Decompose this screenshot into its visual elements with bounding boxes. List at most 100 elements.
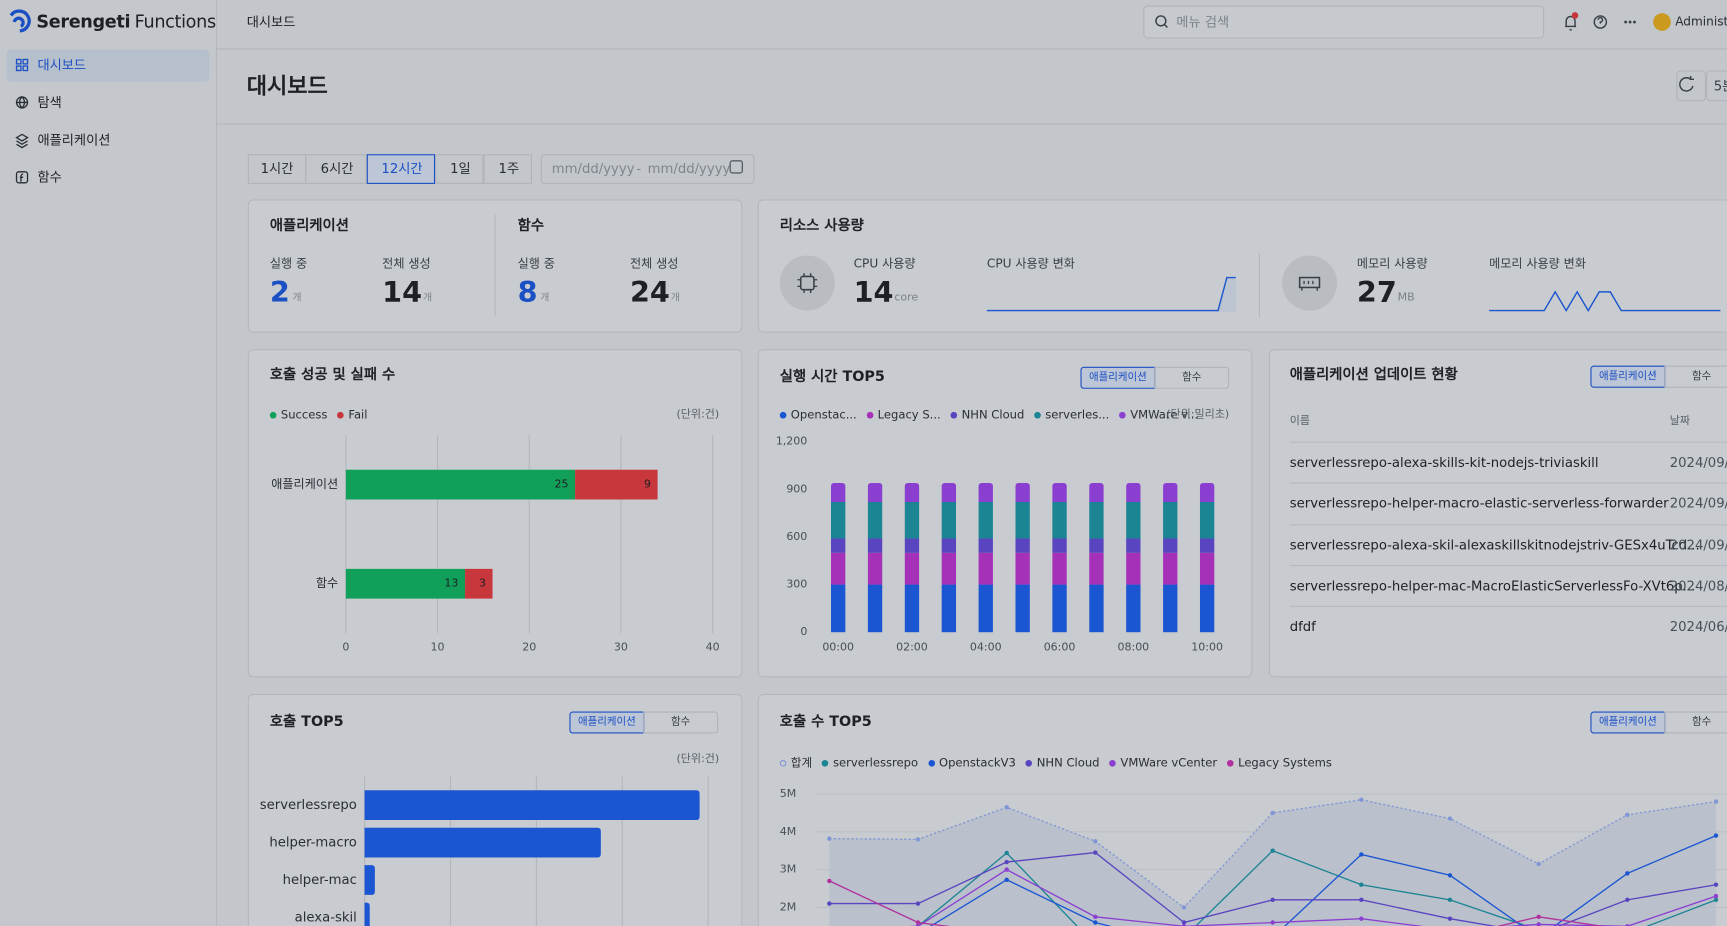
legend-item: Fail xyxy=(337,406,367,424)
tab-button[interactable] xyxy=(1664,365,1727,388)
running-value: 2 xyxy=(269,276,290,310)
summary-title: 함수 xyxy=(517,218,545,235)
legend-swatch xyxy=(1227,759,1234,767)
date-end: mm/dd/yyyy xyxy=(647,160,731,177)
legend-label: VMWare vCenter xyxy=(1120,756,1218,770)
row-divider xyxy=(1289,482,1727,484)
date-range[interactable] xyxy=(540,154,755,184)
updates-title: 애플리케이션 업데이트 현황 xyxy=(1289,366,1458,384)
app-name[interactable]: dfdf xyxy=(1289,619,1316,635)
app-name[interactable]: serverlessrepo-alexa-skil-alexaskillskit… xyxy=(1289,537,1700,553)
refresh-button[interactable] xyxy=(1676,70,1707,102)
updates-card xyxy=(1268,349,1727,678)
app-date: 2024/09/ xyxy=(1669,495,1727,512)
app-name[interactable]: serverlessrepo-helper-mac-MacroElasticSe… xyxy=(1289,578,1696,594)
sidebar-item[interactable]: 애플리케이션 xyxy=(37,132,111,148)
legend-item: OpenstackV3 xyxy=(927,754,1016,772)
tab-button[interactable] xyxy=(1664,711,1727,734)
legend-swatch xyxy=(927,759,935,767)
memory-label: 메모리 사용량 xyxy=(1356,256,1428,271)
legend-swatch xyxy=(269,411,277,419)
range-button[interactable] xyxy=(483,154,532,184)
total-unit: 개 xyxy=(422,292,433,304)
legend-swatch xyxy=(779,411,787,419)
sidebar-item[interactable]: 대시보드 xyxy=(37,57,87,73)
running-label: 실행 중 xyxy=(269,256,308,271)
search-box[interactable] xyxy=(1143,5,1545,39)
sidebar-active xyxy=(6,49,210,82)
legend-item: NHN Cloud xyxy=(1025,754,1100,772)
range-label: 1시간 xyxy=(260,160,294,177)
chart-title: 호출 수 TOP5 xyxy=(779,713,872,731)
topbar xyxy=(216,0,1727,50)
legend-item: 합계 xyxy=(779,754,813,772)
range-button[interactable] xyxy=(305,154,367,184)
cpu-value: 14 xyxy=(853,276,894,310)
user-name: Administra xyxy=(1675,14,1727,29)
row-divider xyxy=(1289,441,1727,443)
legend-item: VMWare v... xyxy=(1119,406,1198,424)
running-unit: 개 xyxy=(540,292,550,304)
cpu-trend-title: CPU 사용량 변화 xyxy=(986,256,1075,271)
legend-label: 합계 xyxy=(790,756,813,770)
page-title: 대시보드 xyxy=(246,72,328,100)
legend-label: VMWare v... xyxy=(1130,408,1199,422)
tab-button[interactable] xyxy=(1154,366,1230,389)
total-value: 14 xyxy=(382,276,423,310)
unit-label: (단위:건) xyxy=(676,408,720,421)
legend-label: Openstac... xyxy=(790,408,857,422)
legend-swatch xyxy=(822,759,829,767)
app-date: 2024/09/ xyxy=(1669,454,1727,471)
column-header: 날짜 xyxy=(1669,415,1690,428)
resource-divider xyxy=(1258,253,1261,318)
interval-label: 5분 xyxy=(1713,78,1727,94)
app-date: 2024/08/ xyxy=(1669,578,1727,594)
row-divider xyxy=(1289,605,1727,608)
avatar-initial: A xyxy=(1657,15,1667,28)
app-name[interactable]: serverlessrepo-helper-macro-elastic-serv… xyxy=(1289,495,1669,512)
range-label: 1일 xyxy=(450,160,471,177)
legend-swatch xyxy=(1025,759,1033,767)
brand: Serengeti Functions xyxy=(36,11,217,32)
summary-title: 애플리케이션 xyxy=(269,218,349,235)
legend-label: serverles... xyxy=(1045,408,1110,422)
legend: 합계 serverlessrepo OpenstackV3 NHN Cloud VMWa… xyxy=(779,754,1332,772)
sidebar-item[interactable]: 탐색 xyxy=(37,94,62,111)
brand-name: Serengeti xyxy=(36,11,131,32)
sidebar-item[interactable]: 함수 xyxy=(37,169,62,186)
legend-label: OpenstackV3 xyxy=(938,756,1016,770)
tab-label: 함수 xyxy=(1692,715,1712,729)
legend-swatch xyxy=(1109,759,1117,767)
legend-label: Success xyxy=(280,408,328,422)
interval-button[interactable] xyxy=(1706,70,1727,102)
brand-product: Functions xyxy=(134,11,217,32)
legend-label: NHN Cloud xyxy=(961,408,1025,422)
tab-button[interactable] xyxy=(643,711,719,734)
app-name[interactable]: serverlessrepo-alexa-skills-kit-nodejs-t… xyxy=(1289,454,1599,471)
range-button[interactable] xyxy=(435,154,484,184)
legend-label: Legacy S... xyxy=(877,408,941,422)
range-button[interactable] xyxy=(366,154,436,184)
date-start: mm/dd/yyyy xyxy=(551,160,635,177)
legend-swatch xyxy=(779,759,787,767)
memory-trend-title: 메모리 사용량 변화 xyxy=(1489,256,1586,271)
chart-title: 실행 시간 TOP5 xyxy=(779,368,885,386)
tab-label: 애플리케이션 xyxy=(1089,371,1147,384)
call-count-card xyxy=(757,693,1727,926)
row-divider xyxy=(1289,523,1727,525)
breadcrumb: 대시보드 xyxy=(246,14,296,30)
memory-unit: MB xyxy=(1397,291,1415,304)
legend-swatch xyxy=(866,411,874,419)
unit-label: (단위:건) xyxy=(676,753,720,766)
tab-label: 함수 xyxy=(1182,371,1202,384)
legend-label: NHN Cloud xyxy=(1036,756,1100,770)
app-date: 2024/09/ xyxy=(1669,537,1727,553)
range-label: 6시간 xyxy=(320,160,354,177)
tab-label: 함수 xyxy=(1692,370,1712,383)
legend-label: Fail xyxy=(348,408,368,422)
tab-label: 애플리케이션 xyxy=(1598,370,1657,383)
column-header: 이름 xyxy=(1289,415,1311,428)
call-result-card xyxy=(247,349,743,678)
